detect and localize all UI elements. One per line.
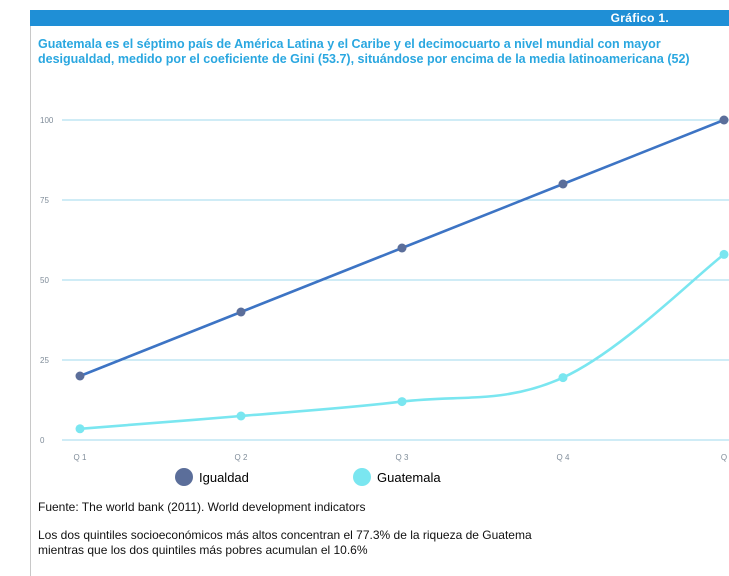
legend-dot-guatemala-icon bbox=[353, 468, 371, 486]
axes: 0 25 50 75 100 Q 1 Q 2 Q 3 Q 4 Q bbox=[40, 116, 727, 462]
legend-dot-igualdad-icon bbox=[175, 468, 193, 486]
header-bar: Gráfico 1. bbox=[30, 10, 729, 26]
point-igualdad-4 bbox=[558, 179, 568, 189]
legend-label-guatemala: Guatemala bbox=[377, 469, 441, 485]
y-tick-label-100: 100 bbox=[40, 116, 54, 125]
series bbox=[75, 115, 729, 434]
y-tick-label-25: 25 bbox=[40, 356, 49, 365]
x-tick-label-4: Q 4 bbox=[557, 453, 570, 462]
point-guatemala-3 bbox=[397, 397, 407, 407]
x-tick-label-3: Q 3 bbox=[396, 453, 409, 462]
y-tick-label-75: 75 bbox=[40, 196, 49, 205]
y-tick-label-0: 0 bbox=[40, 436, 45, 445]
footnote-line-1: Los dos quintiles socioeconómicos más al… bbox=[38, 528, 532, 542]
y-tick-label-50: 50 bbox=[40, 276, 49, 285]
point-igualdad-2 bbox=[236, 307, 246, 317]
footnote-line-2: mientras que los dos quintiles más pobre… bbox=[38, 543, 368, 557]
figure-label: Gráfico 1. bbox=[610, 11, 669, 25]
point-guatemala-2 bbox=[236, 411, 246, 421]
point-igualdad-5 bbox=[719, 115, 729, 125]
point-igualdad-1 bbox=[75, 371, 85, 381]
source-note: Fuente: The world bank (2011). World dev… bbox=[38, 500, 366, 514]
x-tick-label-1: Q 1 bbox=[74, 453, 87, 462]
point-guatemala-1 bbox=[75, 424, 85, 434]
legend-item-guatemala: Guatemala bbox=[353, 467, 441, 487]
line-chart: 0 25 50 75 100 Q 1 Q 2 Q 3 Q 4 Q bbox=[40, 115, 729, 462]
footnote: Los dos quintiles socioeconómicos más al… bbox=[38, 528, 726, 558]
x-tick-label-5: Q bbox=[721, 453, 727, 462]
left-rule bbox=[30, 26, 31, 576]
gridlines bbox=[62, 119, 729, 441]
x-tick-label-2: Q 2 bbox=[235, 453, 248, 462]
legend-item-igualdad: Igualdad bbox=[175, 467, 249, 487]
point-guatemala-4 bbox=[558, 373, 568, 383]
point-igualdad-3 bbox=[397, 243, 407, 253]
legend-label-igualdad: Igualdad bbox=[199, 469, 249, 485]
chart-headline: Guatemala es el séptimo país de América … bbox=[38, 37, 690, 66]
point-guatemala-5 bbox=[719, 249, 729, 259]
